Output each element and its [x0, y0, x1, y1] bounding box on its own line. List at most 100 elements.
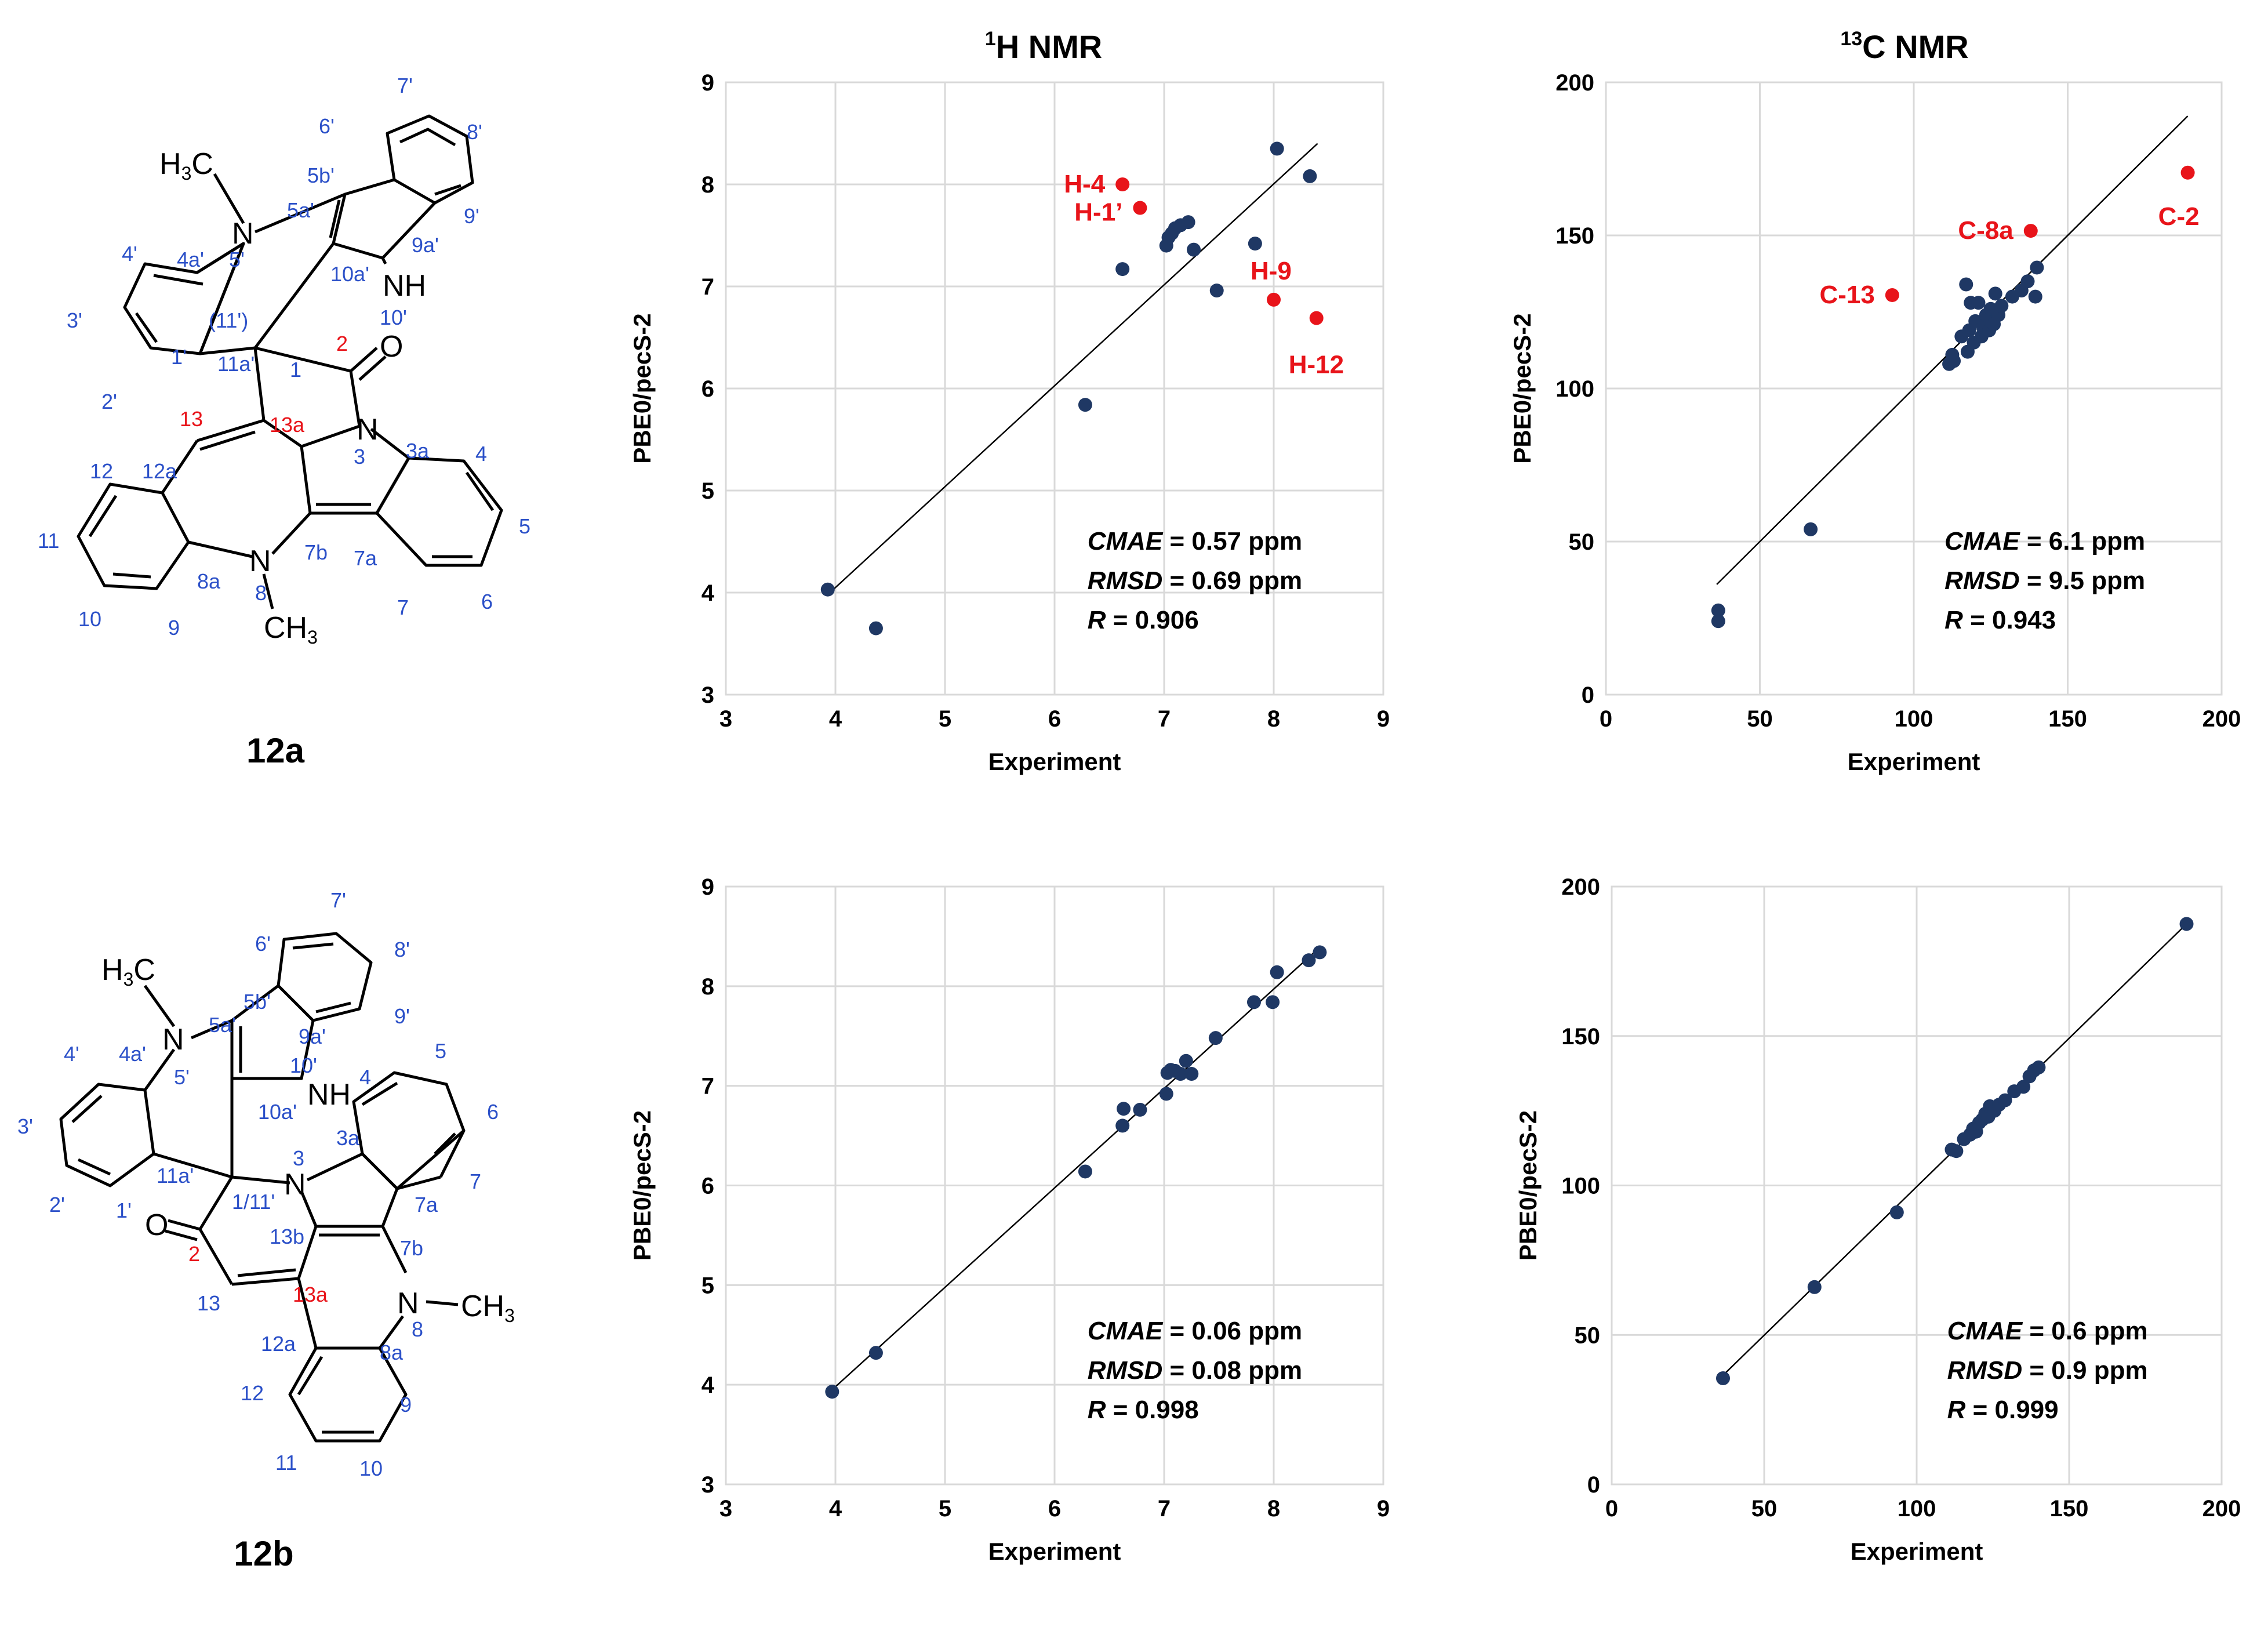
c-nmr-title-superscript: 13: [1840, 28, 1862, 50]
chart-c12b-x-tick-label: 0: [1605, 1496, 1618, 1521]
chart-h12b-y-tick-label: 3: [702, 1472, 714, 1498]
chart-h12a-outlier-point: [1133, 201, 1147, 215]
locant-5ap-12b: 5a': [209, 1013, 236, 1037]
chart-h12a-y-tick-label: 8: [702, 172, 714, 198]
chart-c12a-stat-key: R: [1944, 606, 1963, 634]
atom-n5p-12a: N: [232, 217, 254, 250]
chart-h12a-y-tick-label: 9: [702, 70, 714, 96]
structure-12b-locants: 7' 6' 8' 5b' 9' 5a' 9a' 4' 4a' 5 10' 4 5…: [17, 888, 499, 1480]
chart-h12a-data-point: [1115, 262, 1130, 277]
chart-c12a-x-tick-label: 50: [1747, 706, 1773, 732]
locant-7a-12b: 7a: [415, 1193, 438, 1216]
chart-h12b-y-tick-label: 5: [702, 1273, 714, 1298]
locant-8p-12b: 8': [394, 938, 410, 961]
chart-c12a-outlier-label: C-2: [2158, 202, 2200, 231]
chart-h12b-data-point: [1302, 953, 1316, 968]
compound-label-12b: 12b: [234, 1534, 293, 1573]
locant-4ap: 4a': [177, 248, 204, 271]
chart-c12a-data-point: [1711, 614, 1725, 629]
chart-c12b-y-tick-label: 50: [1575, 1323, 1601, 1348]
locant-3a: 3a: [406, 439, 430, 463]
chart-c12a-stat-line: R = 0.943: [1944, 606, 2056, 634]
chart-h12a-y-axis-label: PBE0/pecS-2: [628, 313, 656, 463]
chart-c12b-stat-key: CMAE: [1947, 1317, 2023, 1345]
locant-6-12b: 6: [487, 1100, 499, 1124]
chart-c12a-x-axis-label: Experiment: [1848, 748, 1980, 775]
chart-h12b-y-tick-label: 4: [702, 1372, 715, 1398]
locant-3a-12b: 3a: [336, 1126, 360, 1150]
chart-c12a-stat-value: = 0.943: [1963, 606, 2056, 634]
chart-h12a-outlier-point: [1267, 292, 1281, 307]
chart-h12a-data-point: [1270, 141, 1284, 156]
chart-c12a-data-point: [1947, 354, 1961, 368]
locant-5bp: 5b': [307, 164, 335, 187]
h-nmr-column-title: 1H NMR: [985, 28, 1102, 65]
locant-13-12b: 13: [197, 1291, 220, 1315]
chart-h12b-data-point: [1208, 1031, 1223, 1045]
chart-h12b-stat-line: RMSD = 0.08 ppm: [1088, 1356, 1302, 1385]
locant-4ap-12b: 4a': [119, 1042, 146, 1066]
chart-h12b-x-tick-label: 9: [1377, 1496, 1390, 1521]
chart-c12a-stat-value: = 6.1 ppm: [2020, 527, 2145, 555]
chart-c12a-outlier-label: C-8a: [1958, 216, 2013, 245]
chart-h12a-stat-line: RMSD = 0.69 ppm: [1088, 566, 1302, 595]
atom-n5p-12b: N: [162, 1023, 184, 1056]
chart-c12b-x-tick-label: 150: [2050, 1496, 2089, 1521]
locant-2: 2: [336, 332, 348, 355]
locant-2p-12b: 2': [49, 1193, 65, 1216]
structure-12a-red-locants: 2 13 13a: [180, 332, 348, 437]
chart-h12b-stat-key: R: [1088, 1396, 1106, 1424]
chart-c12a-outlier-point: [1885, 288, 1899, 302]
atom-n3-12a: N: [357, 413, 379, 446]
locant-8p: 8': [467, 120, 482, 144]
locant-13: 13: [180, 407, 203, 431]
h-nmr-title-text: H NMR: [996, 28, 1103, 65]
chart-h12a-x-axis-label: Experiment: [988, 748, 1121, 775]
chart-h12b-data-point: [1173, 1067, 1188, 1081]
locant-13a: 13a: [270, 413, 305, 437]
chart-h12a-stat-key: RMSD: [1088, 566, 1163, 595]
locant-7b-12b: 7b: [400, 1236, 423, 1260]
structure-12b: H3C N NH O N N CH3 7' 6' 8' 5b' 9' 5a' 9…: [17, 888, 515, 1573]
chart-h12b-x-tick-label: 7: [1158, 1496, 1171, 1521]
locant-13a-12b: 13a: [293, 1283, 328, 1306]
locant-6p: 6': [319, 114, 335, 138]
chart-c12a-plot-border: [1605, 81, 2223, 696]
structure-12b-bonds: [59, 932, 466, 1443]
chart-h12b-data-point: [1246, 995, 1261, 1009]
chart-h12b-stat-key: RMSD: [1088, 1356, 1163, 1385]
chart-h12a-x-tick-label: 6: [1048, 706, 1061, 732]
chart-c12b-x-tick-label: 100: [1898, 1496, 1936, 1521]
chart-c12a-y-tick-label: 50: [1569, 529, 1595, 555]
structure-12a-atoms: H3C N NH O N N CH3: [159, 147, 426, 648]
chart-h12b-data-point: [1133, 1102, 1147, 1117]
chart-c12b-stat-line: R = 0.999: [1947, 1396, 2059, 1424]
locant-5-12b: 5: [435, 1039, 446, 1063]
compound-label-12a: 12a: [246, 731, 305, 770]
locant-7p-12b: 7': [330, 888, 346, 912]
chart-c12b-stat-key: RMSD: [1947, 1356, 2023, 1385]
locant-9-12b: 9: [400, 1393, 412, 1417]
c-nmr-title-text: C NMR: [1862, 28, 1969, 65]
locant-6p-12b: 6': [255, 932, 271, 956]
chart-c12b-stat-line: RMSD = 0.9 ppm: [1947, 1356, 2148, 1385]
chart-h12a-x-tick-label: 5: [939, 706, 951, 732]
chart-c12a-data-point: [1994, 299, 2009, 313]
chart-h12b-x-tick-label: 3: [719, 1496, 732, 1521]
chart-c12a-x-tick-label: 0: [1600, 706, 1612, 732]
chart-c12b-y-tick-label: 150: [1561, 1024, 1600, 1049]
locant-2p: 2': [101, 390, 117, 413]
locant-8a: 8a: [197, 569, 221, 593]
chart-c12b-data-point: [1949, 1144, 1964, 1158]
c-nmr-column-title: 13C NMR: [1840, 28, 1968, 65]
chart-c12a-x-tick-label: 200: [2202, 706, 2241, 732]
chart-c12a-data-point: [1711, 603, 1725, 618]
chart-h12a-x-tick-label: 7: [1158, 706, 1171, 732]
locant-111p-12b: 1/11': [232, 1190, 275, 1214]
structure-12a: H3C N NH O N N CH3 7' 6' 8' 5b' 9' 5a' 9…: [38, 74, 530, 770]
atom-ch3-12b: CH3: [461, 1290, 515, 1326]
chart-c12b-data-point: [1807, 1280, 1822, 1294]
chart-h12b-data-point: [1313, 945, 1327, 960]
chart-h12b-data-point: [825, 1385, 839, 1399]
chart-h12a-fit-line: [829, 143, 1318, 593]
